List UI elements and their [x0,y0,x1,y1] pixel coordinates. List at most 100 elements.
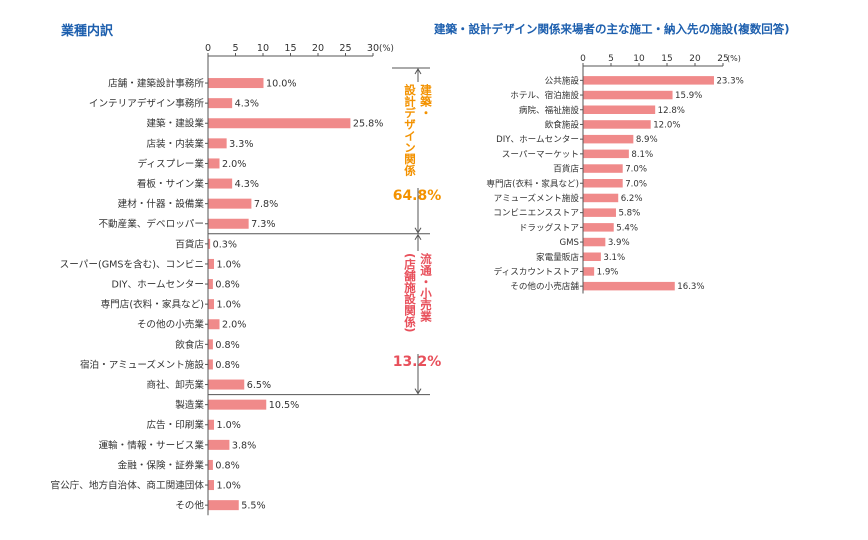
category-label: 製造業 [175,399,204,411]
category-label: その他の小売店舗 [510,280,579,292]
category-label: ディスカウントストア [494,266,579,278]
right-chart-facilities: 0 5 10 15 20 25(%) 公共施設 23.3% ホテル、宿泊施設 15.9% 病院、福祉… [486,54,744,294]
bar [208,419,214,430]
bar [208,459,213,470]
value-label: 8.9% [636,135,658,145]
value-label: 1.0% [217,481,241,492]
group-total: 13.2% [393,354,442,370]
x-unit-label: (%) [727,54,741,63]
value-label: 1.0% [217,300,241,311]
value-label: 3.3% [229,139,253,150]
value-label: 25.8% [353,119,383,130]
group-total: 64.8% [393,188,442,204]
value-label: 6.5% [247,380,271,391]
value-label: 4.3% [235,179,259,190]
bar [208,258,214,269]
category-label: 家電量販店 [536,251,579,263]
value-label: 5.8% [618,209,640,219]
category-label: コンビニエンスストア [493,208,579,219]
category-label: ドラッグストア [519,221,579,233]
value-label: 0.8% [215,360,239,371]
category-label: 病院、福祉施設 [519,104,580,116]
group-label-bg [398,82,436,188]
bar [208,138,227,149]
category-label: ディスプレー業 [138,158,205,170]
bar [583,281,675,291]
category-label: スーパー(GMSを含む)、コンビニ [60,258,204,270]
value-label: 7.0% [625,179,647,189]
value-label: 7.8% [254,199,278,210]
bar [583,105,656,114]
category-label: 建材・什器・設備業 [118,198,205,210]
bar [583,164,623,173]
value-label: 2.0% [222,159,246,170]
value-label: 16.3% [677,282,704,292]
bar [208,218,249,229]
value-label: 0.3% [213,239,237,250]
bar [208,78,264,89]
bar [583,90,673,100]
x-tick-label: 25 [717,54,728,64]
bar [583,223,614,232]
x-tick-label: 5 [608,54,614,64]
x-tick-label: 10 [257,43,269,54]
bar [583,134,634,144]
value-label: 1.0% [217,259,241,270]
x-tick-label: 5 [232,43,238,54]
x-tick-label: 25 [339,43,351,54]
category-label: ホテル、宿泊施設 [510,89,579,101]
x-tick-label: 20 [689,54,701,64]
group-bracket-arrow-up [414,68,422,75]
category-label: 官公庁、地方自治体、商工関連団体 [51,480,205,492]
value-label: 6.2% [621,194,643,204]
x-tick-label: 10 [633,54,645,64]
x-tick-label: 30 [367,43,379,54]
bar [583,179,623,188]
value-label: 8.1% [631,150,653,160]
bar [208,480,214,491]
category-label: 不動産業、デベロッパー [98,218,204,230]
category-label: 商社、卸売業 [146,379,204,391]
bar [583,252,601,261]
value-label: 10.5% [269,400,299,411]
bar [208,319,220,330]
group-label-right-col: 建築・ [419,83,433,118]
category-label: 金融・保険・証券業 [118,459,205,471]
category-label: 専門店(衣料・家具など) [101,299,204,311]
value-label: 5.5% [241,501,265,512]
bar [208,339,213,350]
bar [583,208,616,217]
value-label: 7.0% [625,165,647,175]
category-label: インテリアデザイン事務所 [89,98,205,110]
x-unit-label: (%) [379,44,394,54]
value-label: 0.8% [215,340,239,351]
bar [208,198,252,209]
bar [208,238,211,249]
bar [208,98,233,109]
left-chart-title: 業種内訳 [61,24,114,39]
category-label: 建築・建設業 [146,118,204,130]
category-label: その他の小売業 [137,319,205,331]
category-label: 公共施設 [545,74,580,86]
category-label: DIY、ホームセンター [111,280,204,291]
group-bracket-arrow-down [414,227,422,234]
value-label: 15.9% [675,91,702,101]
bar [208,359,213,370]
category-label: DIY、ホームセンター [496,134,579,145]
category-label: 広告・印刷業 [146,419,204,431]
group-label-right-col: 流通・小売業 [419,252,433,323]
category-label: スーパーマーケット [502,149,579,160]
category-label: 専門店(衣料・家具など) [486,177,579,189]
value-label: 12.0% [653,121,680,131]
group-label-left-col: (店舗施設関係) [403,253,417,333]
bar [583,149,629,159]
category-label: 店装・内装業 [146,138,204,150]
bar [208,299,214,310]
category-label: 宿泊・アミューズメント施設 [80,359,204,371]
category-label: アミューズメント施設 [494,192,580,204]
x-tick-label: 20 [312,43,324,54]
group-label-bg [398,251,436,354]
category-label: 飲食店 [175,339,204,351]
category-label: その他 [175,500,204,512]
